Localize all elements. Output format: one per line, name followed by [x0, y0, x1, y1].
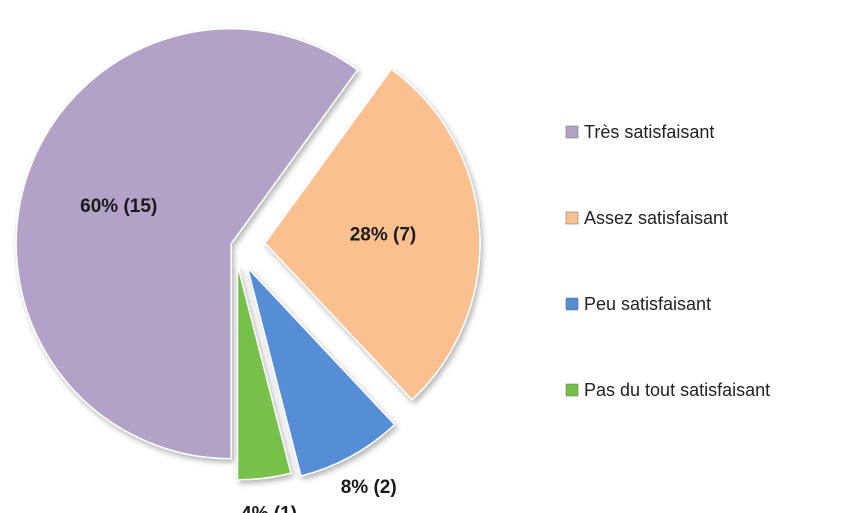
legend-label: Assez satisfaisant: [584, 208, 728, 228]
data-label: 4% (1): [241, 503, 297, 513]
data-label: 28% (7): [350, 225, 417, 246]
legend-label: Peu satisfaisant: [584, 294, 711, 314]
legend-label: Très satisfaisant: [584, 122, 714, 142]
pie: 60% (15) 28% (7) 8% (2) 4% (1): [15, 28, 481, 513]
legend: Très satisfaisant Assez satisfaisant Peu s…: [565, 122, 770, 400]
pie-slice: [246, 267, 396, 477]
legend-label: Pas du tout satisfaisant: [584, 380, 770, 400]
pie-slice: [236, 264, 292, 481]
legend-swatch: [565, 125, 579, 139]
legend-swatch: [565, 211, 579, 225]
legend-swatch: [565, 297, 579, 311]
pie-slice: [15, 28, 359, 460]
pie-slice: [263, 68, 481, 401]
legend-swatch: [565, 383, 579, 397]
data-label: 60% (15): [80, 196, 157, 217]
data-label: 8% (2): [341, 477, 397, 498]
